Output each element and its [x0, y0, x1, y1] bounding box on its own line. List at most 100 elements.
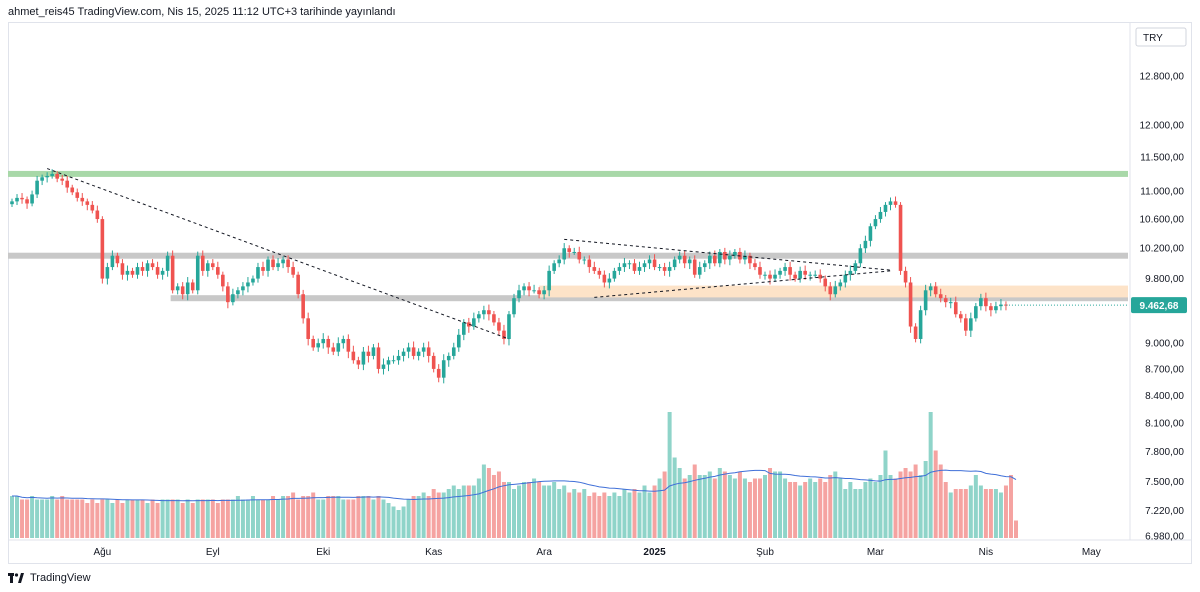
trendline[interactable] [46, 168, 510, 340]
candle-body [236, 290, 240, 295]
x-tick-label: Nis [979, 547, 993, 558]
volume-bar [346, 499, 351, 538]
candle-body [502, 330, 506, 339]
candle-body [713, 255, 717, 264]
candle-body [75, 192, 80, 198]
y-tick-label: 12.800,00 [1140, 72, 1185, 83]
volume-bar [20, 499, 25, 538]
candle-body [140, 267, 145, 271]
tradingview-footer[interactable]: TradingView [8, 570, 91, 586]
candle-body [994, 306, 998, 311]
volume-bar [120, 503, 125, 538]
candle-body [276, 263, 280, 268]
candle-body [185, 282, 190, 295]
chart-frame[interactable] [8, 22, 1192, 564]
volume-bar [833, 471, 838, 538]
volume-bar [125, 499, 130, 538]
volume-bar [135, 499, 140, 538]
volume-bar [572, 489, 577, 538]
candle-body [883, 204, 888, 212]
volume-bar [808, 478, 813, 538]
volume-bar [451, 485, 456, 538]
volume-bar [903, 468, 908, 538]
candle-body [933, 286, 938, 295]
candle-body [416, 351, 421, 356]
volume-bar [341, 499, 346, 538]
volume-bar [913, 464, 918, 538]
volume-bar [271, 496, 276, 538]
volume-bar [356, 496, 361, 538]
volume-bar [697, 475, 702, 538]
support-lower-level [170, 295, 1128, 302]
candle-body [733, 251, 737, 256]
volume-bar [793, 482, 798, 538]
volume-bar [557, 489, 562, 538]
candle-body [482, 310, 486, 315]
candle-body [858, 248, 863, 264]
candle-body [95, 210, 100, 220]
candle-body [311, 338, 315, 348]
candle-body [190, 282, 195, 291]
y-tick-label: 10.600,00 [1140, 215, 1185, 226]
candle-body [778, 270, 782, 275]
x-tick-label: Ağu [93, 547, 111, 558]
volume-bar [381, 499, 386, 538]
candle-body [211, 263, 215, 268]
volume-bar [476, 478, 481, 538]
resistance-level [8, 170, 1128, 177]
x-tick-label: Kas [425, 547, 442, 558]
candle-body [406, 347, 411, 352]
last-price-label: 9.462,68 [1140, 301, 1179, 312]
candle-body [431, 355, 436, 369]
candle-body [85, 201, 90, 205]
candle-body [130, 270, 135, 275]
volume-bar [863, 482, 868, 538]
candle-body [1004, 304, 1008, 306]
candle-body [160, 270, 165, 275]
volume-bar [115, 499, 120, 538]
volume-bar [215, 503, 220, 538]
volume-bar [150, 499, 155, 538]
volume-bar [30, 496, 35, 538]
volume-bar [647, 492, 652, 538]
candle-body [773, 274, 777, 279]
volume-bar [742, 478, 747, 538]
volume-bar [527, 482, 532, 538]
volume-bar [512, 489, 516, 538]
candle-body [592, 267, 597, 271]
candle-body [682, 255, 687, 264]
candle-body [908, 282, 913, 327]
trendline[interactable] [594, 270, 891, 298]
candle-body [371, 347, 376, 356]
volume-bar [712, 478, 717, 538]
volume-bar [838, 478, 843, 538]
volume-bar [200, 499, 205, 538]
volume-bar [481, 464, 486, 538]
x-tick-label: Şub [756, 547, 774, 558]
candle-body [687, 259, 692, 264]
candle-body [396, 355, 401, 361]
trendline[interactable] [564, 238, 891, 271]
volume-bar [496, 471, 501, 538]
volume-bar [768, 468, 773, 538]
y-tick-label: 9.800,00 [1145, 274, 1184, 285]
candle-body [170, 255, 175, 291]
volume-bar [687, 475, 692, 538]
candle-body [642, 263, 647, 268]
volume-bar [923, 461, 928, 538]
volume-bar [316, 499, 321, 538]
candle-body [15, 197, 19, 202]
volume-bar [205, 499, 210, 538]
candle-body [913, 326, 918, 339]
volume-bar [351, 499, 356, 538]
candle-body [381, 364, 386, 369]
candle-body [55, 173, 59, 179]
candle-body [135, 267, 140, 275]
volume-bar [296, 499, 301, 538]
volume-bar [130, 499, 135, 538]
candle-body [918, 310, 923, 339]
candle-body [281, 259, 285, 264]
currency-badge[interactable] [1135, 27, 1187, 47]
volume-bar [918, 475, 923, 538]
